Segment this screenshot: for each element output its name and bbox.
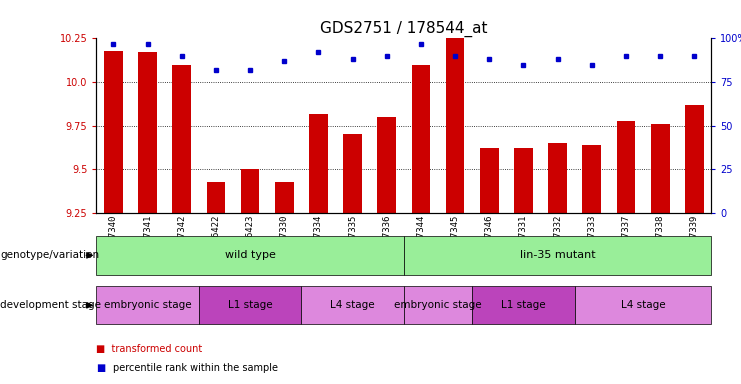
Bar [445, 38, 465, 213]
Bar [96, 236, 404, 275]
Text: genotype/variation: genotype/variation [0, 250, 99, 260]
Text: embryonic stage: embryonic stage [394, 300, 482, 310]
Bar [651, 124, 670, 213]
Text: wild type: wild type [225, 250, 276, 260]
Bar [275, 182, 293, 213]
Bar [514, 149, 533, 213]
Text: L4 stage: L4 stage [621, 300, 665, 310]
Bar [575, 286, 711, 324]
Text: L4 stage: L4 stage [330, 300, 375, 310]
Bar [377, 117, 396, 213]
Text: ■: ■ [96, 363, 105, 373]
Text: L1 stage: L1 stage [227, 300, 273, 310]
Text: embryonic stage: embryonic stage [104, 300, 191, 310]
Bar [617, 121, 635, 213]
Bar [404, 236, 711, 275]
Bar [548, 143, 567, 213]
Text: development stage: development stage [0, 300, 101, 310]
Bar [685, 105, 704, 213]
Bar [404, 286, 472, 324]
Text: lin-35 mutant: lin-35 mutant [519, 250, 596, 260]
Title: GDS2751 / 178544_at: GDS2751 / 178544_at [320, 21, 488, 37]
Text: percentile rank within the sample: percentile rank within the sample [113, 363, 278, 373]
Bar [582, 145, 601, 213]
Bar [199, 286, 302, 324]
Bar [309, 114, 328, 213]
Bar [207, 182, 225, 213]
Bar [302, 286, 404, 324]
Bar [104, 51, 123, 213]
Bar [411, 65, 431, 213]
Bar [343, 134, 362, 213]
Bar [138, 52, 157, 213]
Text: L1 stage: L1 stage [501, 300, 546, 310]
Bar [480, 149, 499, 213]
Bar [173, 65, 191, 213]
Text: ■  transformed count: ■ transformed count [96, 344, 202, 354]
Bar [472, 286, 575, 324]
Bar [96, 286, 199, 324]
Bar [241, 169, 259, 213]
